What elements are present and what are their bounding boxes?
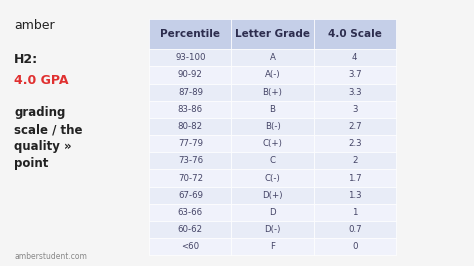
FancyBboxPatch shape: [314, 221, 396, 238]
Text: grading
scale / the
quality »
point: grading scale / the quality » point: [14, 106, 83, 171]
FancyBboxPatch shape: [149, 204, 231, 221]
Text: 63-66: 63-66: [178, 208, 203, 217]
FancyBboxPatch shape: [149, 187, 231, 204]
Text: 0: 0: [352, 242, 357, 251]
FancyBboxPatch shape: [314, 169, 396, 187]
Text: 67-69: 67-69: [178, 191, 203, 200]
FancyBboxPatch shape: [314, 101, 396, 118]
Text: F: F: [270, 242, 275, 251]
FancyBboxPatch shape: [149, 221, 231, 238]
Text: 87-89: 87-89: [178, 88, 203, 97]
FancyBboxPatch shape: [314, 204, 396, 221]
FancyBboxPatch shape: [314, 187, 396, 204]
Text: 4.0 Scale: 4.0 Scale: [328, 29, 382, 39]
Text: amber: amber: [14, 19, 55, 32]
FancyBboxPatch shape: [231, 19, 314, 49]
Text: 1.3: 1.3: [348, 191, 362, 200]
FancyBboxPatch shape: [231, 169, 314, 187]
Text: 70-72: 70-72: [178, 173, 203, 182]
Text: C(+): C(+): [263, 139, 283, 148]
FancyBboxPatch shape: [231, 187, 314, 204]
FancyBboxPatch shape: [314, 49, 396, 66]
FancyBboxPatch shape: [231, 84, 314, 101]
Text: 60-62: 60-62: [178, 225, 203, 234]
Text: 3.3: 3.3: [348, 88, 362, 97]
FancyBboxPatch shape: [149, 66, 231, 84]
FancyBboxPatch shape: [314, 135, 396, 152]
FancyBboxPatch shape: [149, 84, 231, 101]
Text: 0.7: 0.7: [348, 225, 362, 234]
Text: 90-92: 90-92: [178, 70, 203, 80]
Text: B: B: [270, 105, 275, 114]
Text: 77-79: 77-79: [178, 139, 203, 148]
Text: B(+): B(+): [263, 88, 283, 97]
FancyBboxPatch shape: [314, 19, 396, 49]
Text: 73-76: 73-76: [178, 156, 203, 165]
Text: Letter Grade: Letter Grade: [235, 29, 310, 39]
FancyBboxPatch shape: [231, 221, 314, 238]
FancyBboxPatch shape: [231, 135, 314, 152]
Text: 1: 1: [352, 208, 357, 217]
Text: D(-): D(-): [264, 225, 281, 234]
Text: 4: 4: [352, 53, 357, 62]
Text: C: C: [270, 156, 275, 165]
Text: 2.7: 2.7: [348, 122, 362, 131]
FancyBboxPatch shape: [149, 152, 231, 169]
Text: 4.0 GPA: 4.0 GPA: [14, 74, 69, 88]
Text: <60: <60: [182, 242, 200, 251]
Text: 80-82: 80-82: [178, 122, 203, 131]
Text: D(+): D(+): [262, 191, 283, 200]
FancyBboxPatch shape: [314, 118, 396, 135]
Text: 1.7: 1.7: [348, 173, 362, 182]
FancyBboxPatch shape: [149, 19, 231, 49]
FancyBboxPatch shape: [149, 169, 231, 187]
Text: 93-100: 93-100: [175, 53, 206, 62]
Text: A: A: [270, 53, 275, 62]
Text: Percentile: Percentile: [160, 29, 220, 39]
FancyBboxPatch shape: [231, 238, 314, 255]
FancyBboxPatch shape: [231, 66, 314, 84]
FancyBboxPatch shape: [314, 66, 396, 84]
Text: 3: 3: [352, 105, 357, 114]
FancyBboxPatch shape: [149, 238, 231, 255]
FancyBboxPatch shape: [149, 135, 231, 152]
Text: D: D: [269, 208, 276, 217]
Text: B(-): B(-): [264, 122, 281, 131]
FancyBboxPatch shape: [314, 238, 396, 255]
FancyBboxPatch shape: [231, 204, 314, 221]
FancyBboxPatch shape: [149, 49, 231, 66]
Text: 3.7: 3.7: [348, 70, 362, 80]
Text: amberstudent.com: amberstudent.com: [14, 252, 87, 261]
FancyBboxPatch shape: [314, 152, 396, 169]
FancyBboxPatch shape: [314, 84, 396, 101]
FancyBboxPatch shape: [231, 118, 314, 135]
Text: 2: 2: [352, 156, 357, 165]
Text: C(-): C(-): [264, 173, 281, 182]
Text: H2:: H2:: [14, 53, 38, 66]
FancyBboxPatch shape: [149, 101, 231, 118]
Text: 2.3: 2.3: [348, 139, 362, 148]
Text: 83-86: 83-86: [178, 105, 203, 114]
FancyBboxPatch shape: [149, 118, 231, 135]
FancyBboxPatch shape: [231, 101, 314, 118]
FancyBboxPatch shape: [231, 49, 314, 66]
FancyBboxPatch shape: [231, 152, 314, 169]
Text: A(-): A(-): [265, 70, 280, 80]
